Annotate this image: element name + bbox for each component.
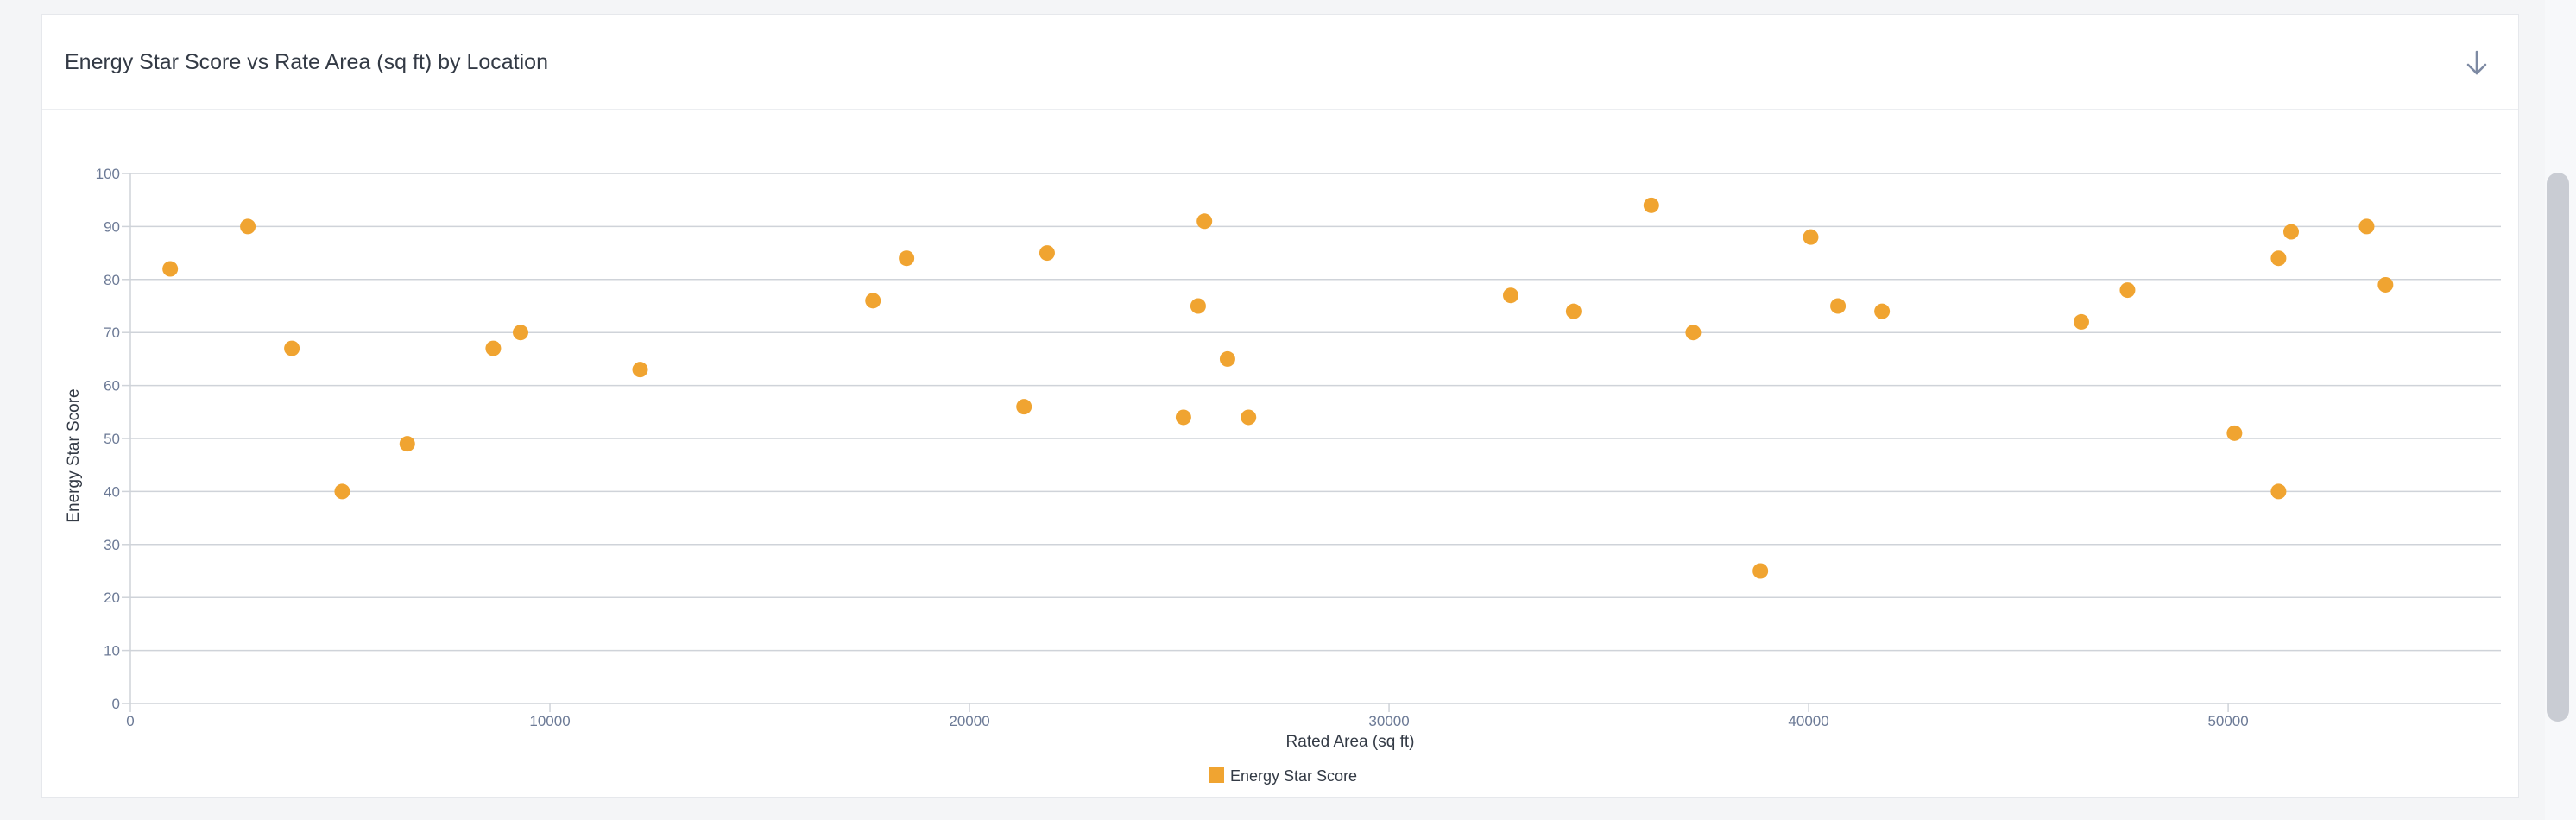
y-tick-label: 70 bbox=[104, 325, 120, 341]
data-point[interactable] bbox=[2226, 425, 2243, 441]
grid-lines bbox=[130, 173, 2501, 704]
data-point[interactable] bbox=[2119, 282, 2136, 299]
legend[interactable]: Energy Star Score bbox=[1209, 767, 1357, 785]
y-tick-label: 0 bbox=[112, 696, 120, 712]
data-point[interactable] bbox=[399, 436, 415, 452]
data-point[interactable] bbox=[334, 483, 350, 500]
data-point[interactable] bbox=[512, 325, 528, 341]
data-point[interactable] bbox=[899, 250, 915, 267]
data-point[interactable] bbox=[1502, 287, 1518, 304]
chart-area: 0 10 20 30 40 50 60 70 80 90 100 0 10000 20000 30000 40… bbox=[42, 110, 2518, 798]
data-point[interactable] bbox=[1219, 350, 1235, 367]
y-axis-label: Energy Star Score bbox=[65, 388, 83, 522]
axes: 0 10 20 30 40 50 60 70 80 90 100 0 10000 20000 30000 40… bbox=[96, 166, 2249, 729]
data-point[interactable] bbox=[1643, 197, 1659, 213]
data-point[interactable] bbox=[1752, 563, 1769, 579]
scatter-chart: 0 10 20 30 40 50 60 70 80 90 100 0 10000 20000 30000 40… bbox=[65, 166, 2501, 785]
chart-card: Energy Star Score vs Rate Area (sq ft) b… bbox=[41, 14, 2519, 798]
data-point[interactable] bbox=[1190, 298, 1206, 314]
x-tick-label: 40000 bbox=[1788, 713, 1828, 729]
data-point[interactable] bbox=[2270, 483, 2287, 500]
data-point[interactable] bbox=[2270, 250, 2287, 267]
data-point[interactable] bbox=[1830, 298, 1847, 314]
download-arrow-icon bbox=[2466, 50, 2487, 75]
data-point[interactable] bbox=[485, 340, 502, 356]
x-tick-label: 20000 bbox=[949, 713, 989, 729]
data-point[interactable] bbox=[1803, 229, 1819, 245]
data-point[interactable] bbox=[2282, 224, 2299, 240]
data-point[interactable] bbox=[1039, 245, 1055, 262]
y-tick-label: 40 bbox=[104, 483, 120, 500]
x-tick-label: 0 bbox=[126, 713, 134, 729]
data-point[interactable] bbox=[1175, 409, 1191, 426]
data-point[interactable] bbox=[1874, 303, 1891, 319]
y-tick-label: 30 bbox=[104, 537, 120, 553]
y-tick-label: 80 bbox=[104, 272, 120, 288]
legend-label: Energy Star Score bbox=[1230, 767, 1357, 785]
card-header: Energy Star Score vs Rate Area (sq ft) b… bbox=[42, 15, 2518, 110]
y-tick-label: 10 bbox=[104, 643, 120, 659]
data-point[interactable] bbox=[2073, 313, 2089, 330]
scrollbar-thumb[interactable] bbox=[2547, 173, 2569, 722]
data-point[interactable] bbox=[240, 218, 256, 235]
data-point[interactable] bbox=[284, 340, 300, 356]
data-point[interactable] bbox=[2377, 276, 2394, 293]
data-point[interactable] bbox=[1685, 325, 1702, 341]
data-point[interactable] bbox=[1565, 303, 1582, 319]
x-tick-label: 10000 bbox=[529, 713, 570, 729]
data-point[interactable] bbox=[162, 261, 179, 277]
data-point[interactable] bbox=[1241, 409, 1257, 426]
y-tick-label: 90 bbox=[104, 218, 120, 235]
x-tick-label: 30000 bbox=[1368, 713, 1409, 729]
data-point[interactable] bbox=[865, 293, 881, 309]
y-tick-label: 50 bbox=[104, 431, 120, 447]
data-point[interactable] bbox=[632, 362, 648, 378]
data-point[interactable] bbox=[2358, 218, 2375, 235]
data-points bbox=[162, 197, 2394, 579]
legend-swatch bbox=[1209, 767, 1224, 783]
data-point[interactable] bbox=[1196, 213, 1213, 230]
x-tick-label: 50000 bbox=[2207, 713, 2248, 729]
y-tick-label: 60 bbox=[104, 378, 120, 394]
x-axis-label: Rated Area (sq ft) bbox=[1286, 733, 1415, 751]
download-button[interactable] bbox=[2461, 47, 2492, 79]
y-tick-label: 100 bbox=[96, 166, 120, 182]
y-tick-label: 20 bbox=[104, 590, 120, 606]
data-point[interactable] bbox=[1016, 399, 1032, 415]
card-title: Energy Star Score vs Rate Area (sq ft) b… bbox=[65, 50, 548, 74]
